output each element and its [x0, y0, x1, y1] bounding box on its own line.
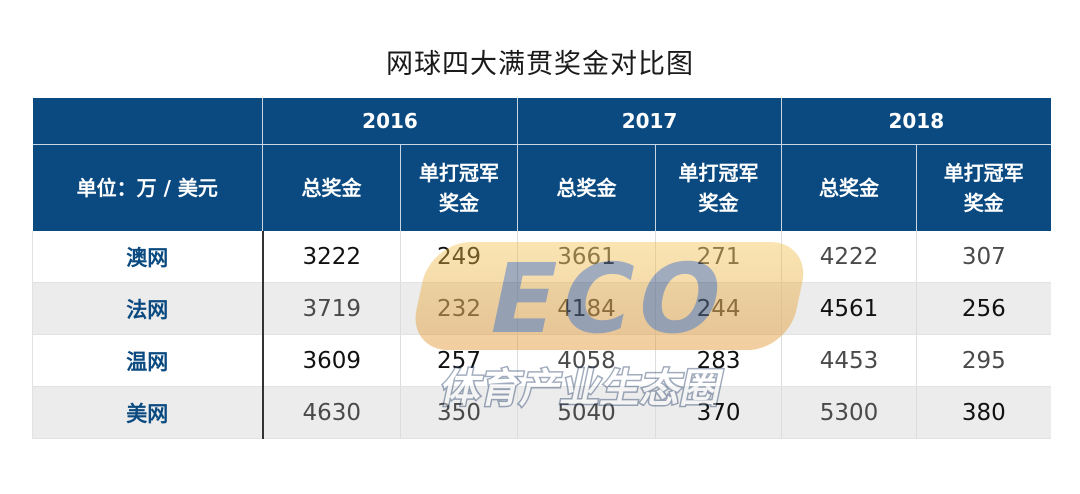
prize-money-table: 2016 2017 2018 单位：万 / 美元 总奖金 单打冠军奖金 总奖金 … — [32, 98, 1051, 439]
champion-prize-header: 单打冠军 奖金 — [655, 144, 782, 231]
champion-prize-header-line1: 单打冠军 — [678, 161, 759, 185]
table-cell: 257 — [399, 334, 518, 387]
table-cell: 3661 — [517, 231, 656, 283]
champion-prize-header-line2: 奖金 — [963, 191, 1004, 215]
table-cell: 295 — [916, 334, 1051, 387]
row-label: 温网 — [32, 334, 263, 387]
table-cell: 4453 — [781, 334, 917, 387]
unit-label: 单位：万 / 美元 — [32, 144, 263, 231]
champion-prize-header-line2: 奖金 — [439, 191, 479, 215]
table-cell: 5040 — [517, 386, 656, 439]
header-empty-cell — [32, 98, 263, 145]
champion-prize-header-line1: 单打冠军 — [419, 161, 499, 185]
table-cell: 3609 — [261, 334, 401, 387]
row-label: 美网 — [32, 386, 263, 439]
prize-table-container: 2016 2017 2018 单位：万 / 美元 总奖金 单打冠军奖金 总奖金 … — [32, 98, 1051, 439]
row-label: 法网 — [32, 282, 263, 335]
table-cell: 4058 — [517, 334, 656, 387]
year-header-row: 2016 2017 2018 — [32, 98, 1051, 145]
row-label: 澳网 — [32, 231, 263, 283]
table-cell: 380 — [916, 386, 1051, 439]
table-cell: 249 — [399, 231, 518, 283]
table-cell: 4630 — [261, 386, 401, 439]
table-cell: 3719 — [261, 282, 401, 335]
column-header-row: 单位：万 / 美元 总奖金 单打冠军奖金 总奖金 单打冠军奖金 总奖金 单打冠军… — [32, 144, 1051, 231]
table-cell: 4561 — [781, 282, 917, 335]
table-cell: 232 — [399, 282, 518, 335]
table-cell: 271 — [655, 231, 782, 283]
table-cell: 307 — [916, 231, 1051, 283]
table-cell: 244 — [655, 282, 782, 335]
table-cell: 256 — [916, 282, 1051, 335]
table-cell: 5300 — [781, 386, 917, 439]
table-cell: 3222 — [261, 231, 401, 283]
table-cell: 4184 — [517, 282, 656, 335]
table-row-us-open: 美网 4630 350 5040 370 5300 380 — [32, 386, 1051, 439]
table-cell: 4222 — [781, 231, 917, 283]
total-prize-header: 总奖金 — [517, 144, 656, 231]
champion-prize-header: 单打冠军 奖金 — [916, 144, 1051, 231]
table-cell: 350 — [399, 386, 518, 439]
total-prize-header: 总奖金 — [781, 144, 917, 231]
year-header-2018: 2018 — [781, 98, 1051, 145]
table-row-french-open: 法网 3719 232 4184 244 4561 256 — [32, 282, 1051, 335]
table-cell: 283 — [655, 334, 782, 387]
year-header-2016: 2016 — [261, 98, 518, 145]
table-cell: 370 — [655, 386, 782, 439]
table-row-wimbledon: 温网 3609 257 4058 283 4453 295 — [32, 334, 1051, 387]
year-header-2017: 2017 — [517, 98, 782, 145]
table-row-australian-open: 澳网 3222 249 3661 271 4222 307 — [32, 231, 1051, 283]
champion-prize-header: 单打冠军 奖金 — [399, 144, 518, 231]
chart-title: 网球四大满贯奖金对比图 — [386, 49, 694, 80]
champion-prize-header-line1: 单打冠军 — [943, 161, 1024, 185]
champion-prize-header-line2: 奖金 — [698, 191, 739, 215]
total-prize-header: 总奖金 — [262, 144, 401, 231]
